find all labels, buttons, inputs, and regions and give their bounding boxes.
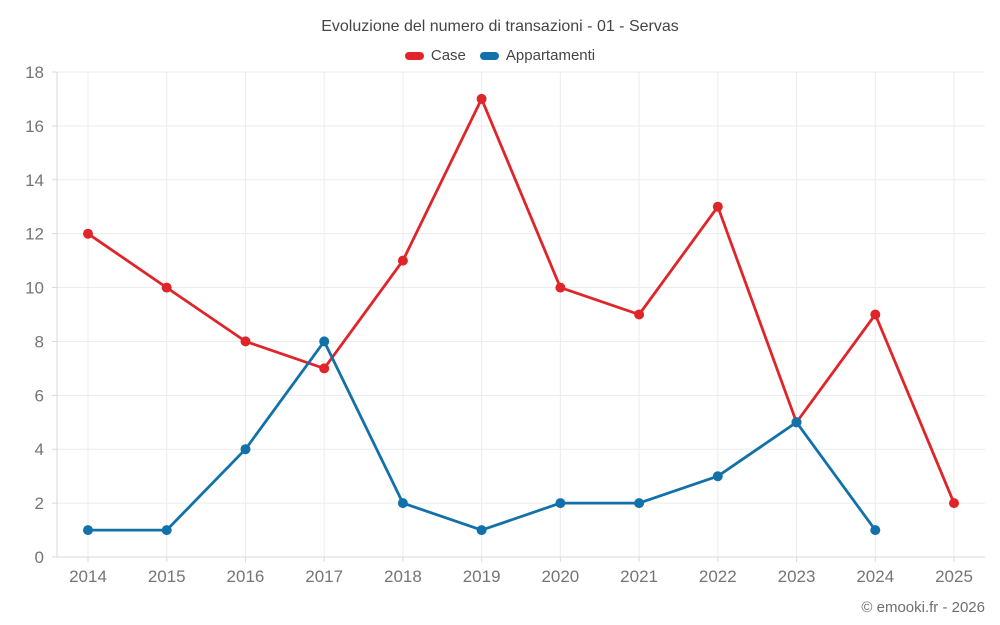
legend-item-case[interactable]: Case <box>404 47 466 64</box>
legend-swatch-appartamenti-icon <box>479 51 499 60</box>
svg-text:2024: 2024 <box>856 567 894 586</box>
svg-text:12: 12 <box>25 225 44 244</box>
svg-text:0: 0 <box>35 548 44 567</box>
svg-text:2014: 2014 <box>69 567 107 586</box>
legend-label-case: Case <box>430 47 466 64</box>
footer-credit: © emooki.fr - 2026 <box>861 599 985 616</box>
svg-text:2023: 2023 <box>778 567 816 586</box>
svg-text:4: 4 <box>35 440 44 459</box>
svg-text:2020: 2020 <box>541 567 579 586</box>
svg-text:2019: 2019 <box>463 567 501 586</box>
svg-text:8: 8 <box>35 332 44 351</box>
svg-text:14: 14 <box>25 171 44 190</box>
svg-text:2017: 2017 <box>305 567 343 586</box>
svg-text:18: 18 <box>25 63 44 82</box>
svg-text:2021: 2021 <box>620 567 658 586</box>
legend-item-appartamenti[interactable]: Appartamenti <box>479 47 596 64</box>
svg-text:6: 6 <box>35 386 44 405</box>
chart-title: Evoluzione del numero di transazioni - 0… <box>321 18 679 35</box>
svg-text:2018: 2018 <box>384 567 422 586</box>
svg-text:16: 16 <box>25 117 44 136</box>
legend-label-appartamenti: Appartamenti <box>505 47 596 64</box>
svg-text:2022: 2022 <box>699 567 737 586</box>
chart-legend: Case Appartamenti <box>0 47 1000 64</box>
svg-text:2016: 2016 <box>227 567 265 586</box>
svg-text:2015: 2015 <box>148 567 186 586</box>
svg-text:2025: 2025 <box>935 567 973 586</box>
svg-text:2: 2 <box>35 494 44 513</box>
legend-swatch-case-icon <box>404 51 424 60</box>
svg-text:10: 10 <box>25 279 44 298</box>
